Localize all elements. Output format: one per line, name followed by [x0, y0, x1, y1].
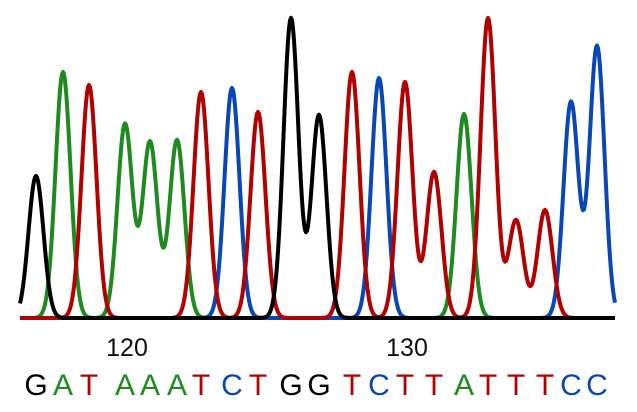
base-call: A — [140, 369, 160, 402]
base-call: T — [343, 369, 361, 402]
position-tick-label: 120 — [106, 334, 148, 362]
base-call: A — [53, 369, 73, 402]
position-tick-label: 130 — [386, 334, 428, 362]
base-call: C — [221, 369, 243, 402]
trace-g — [18, 15, 616, 320]
base-call: G — [307, 369, 330, 402]
base-call: A — [115, 369, 135, 402]
base-call: T — [425, 369, 443, 402]
base-call: G — [279, 369, 302, 402]
base-call: A — [167, 369, 187, 402]
base-call: T — [479, 369, 497, 402]
trace-t — [19, 15, 616, 320]
base-call: T — [192, 369, 210, 402]
base-call: G — [24, 369, 47, 402]
base-call: C — [586, 369, 608, 402]
base-call: T — [80, 369, 98, 402]
base-call: T — [536, 369, 554, 402]
base-call: T — [507, 369, 525, 402]
base-call: A — [454, 369, 474, 402]
base-call: T — [396, 369, 414, 402]
base-call: T — [249, 369, 267, 402]
base-call: C — [560, 369, 582, 402]
base-call: C — [368, 369, 390, 402]
